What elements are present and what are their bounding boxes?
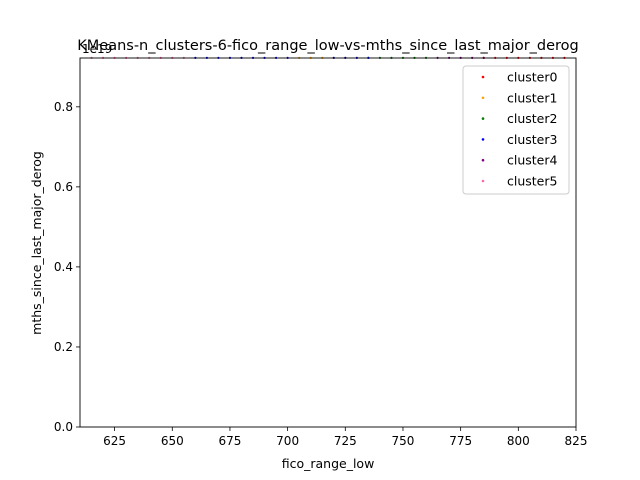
y-axis-label: mths_since_last_major_derog bbox=[29, 151, 44, 335]
legend-marker-cluster3 bbox=[481, 138, 485, 141]
legend: cluster0 cluster1 cluster2 cluster3 cluster4… bbox=[462, 65, 570, 195]
legend-marker-cluster2 bbox=[481, 117, 485, 120]
legend-label-cluster2: cluster2 bbox=[507, 111, 557, 126]
legend-label-cluster0: cluster0 bbox=[507, 70, 558, 85]
x-axis-ticks: 625 650 675 700 725 750 775 800 825 bbox=[103, 427, 587, 448]
legend-items: cluster0 cluster1 cluster2 cluster3 cluster4… bbox=[481, 70, 558, 189]
legend-box bbox=[462, 65, 570, 195]
legend-marker-cluster1 bbox=[481, 96, 485, 100]
x-tick-label: 750 bbox=[392, 434, 415, 448]
x-tick-label: 675 bbox=[219, 434, 242, 448]
x-tick-label: 625 bbox=[103, 434, 126, 448]
x-tick-label: 775 bbox=[449, 434, 472, 448]
y-tick-label: 0.0 bbox=[54, 420, 73, 434]
x-tick-label: 700 bbox=[276, 434, 299, 448]
y-tick-label: 0.4 bbox=[54, 260, 73, 274]
x-axis-label: fico_range_low bbox=[282, 456, 375, 471]
legend-marker-cluster0 bbox=[481, 75, 485, 79]
y-tick-label: 0.6 bbox=[54, 180, 73, 194]
chart-title: KMeans-n_clusters-6-fico_range_low-vs-mt… bbox=[77, 38, 579, 54]
y-tick-label: 0.2 bbox=[54, 340, 73, 354]
y-offset-label: 1e19 bbox=[82, 42, 112, 56]
y-tick-label: 0.8 bbox=[54, 100, 73, 114]
legend-marker-cluster4 bbox=[481, 158, 485, 162]
legend-label-cluster4: cluster4 bbox=[507, 153, 558, 168]
plot-area-frame bbox=[79, 57, 577, 428]
legend-label-cluster3: cluster3 bbox=[507, 132, 557, 147]
legend-label-cluster1: cluster1 bbox=[507, 90, 557, 105]
legend-label-cluster5: cluster5 bbox=[507, 174, 557, 189]
y-axis-ticks: 0.0 0.2 0.4 0.6 0.8 bbox=[54, 100, 80, 434]
x-tick-label: 825 bbox=[565, 434, 588, 448]
x-tick-label: 650 bbox=[161, 434, 184, 448]
legend-marker-cluster5 bbox=[481, 179, 485, 183]
x-tick-label: 800 bbox=[507, 434, 530, 448]
x-tick-label: 725 bbox=[334, 434, 357, 448]
